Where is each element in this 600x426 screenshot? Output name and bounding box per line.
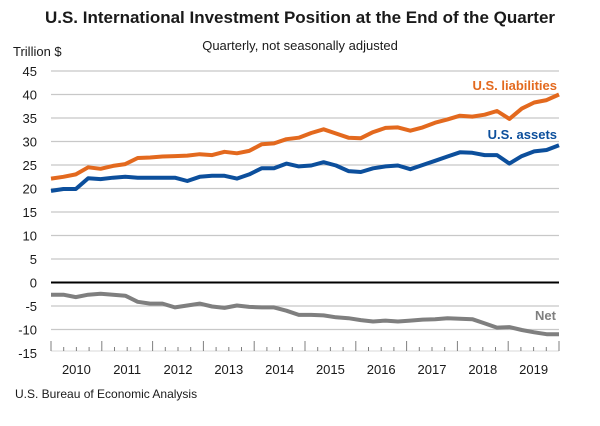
gridlines — [51, 70, 559, 331]
assets-label: U.S. assets — [488, 127, 557, 142]
y-tick-label: 20 — [23, 182, 37, 197]
net-line — [51, 291, 559, 337]
y-tick-label: 40 — [23, 88, 37, 103]
x-tick-label: 2015 — [316, 362, 345, 377]
net-label: Net — [535, 308, 557, 323]
y-tick-label: -10 — [18, 323, 37, 338]
chart-title: U.S. International Investment Position a… — [44, 8, 556, 27]
series-labels: U.S. liabilities U.S. assets Net — [472, 78, 557, 323]
x-tick-label: 2011 — [113, 362, 141, 377]
y-axis-label: Trillion $ — [13, 44, 62, 59]
liabilities-label: U.S. liabilities — [472, 78, 557, 93]
x-tick-label: 2010 — [62, 362, 91, 377]
y-tick-label: -5 — [25, 299, 37, 314]
x-tick-label: 2012 — [164, 362, 193, 377]
x-tick-label: 2016 — [367, 362, 396, 377]
x-tick-label: 2019 — [519, 362, 548, 377]
y-axis-ticks: 45 40 35 30 25 20 15 10 5 0 -5 -10 -15 — [18, 64, 37, 361]
series-lines — [50, 92, 560, 337]
assets-line — [50, 143, 560, 193]
y-tick-label: 25 — [23, 158, 37, 173]
liabilities-line — [50, 92, 560, 181]
y-tick-label: 45 — [23, 64, 37, 79]
y-tick-label: 10 — [23, 229, 37, 244]
x-axis: 2010 2011 2012 2013 2014 2015 2016 2017 2018 2019 — [50, 341, 560, 377]
x-tick-label: 2017 — [418, 362, 447, 377]
y-tick-label: 35 — [23, 111, 37, 126]
y-tick-label: 0 — [30, 276, 37, 291]
source-note: U.S. Bureau of Economic Analysis — [15, 387, 198, 401]
y-tick-label: 30 — [23, 135, 37, 150]
y-tick-label: -15 — [18, 346, 37, 361]
x-tick-label: 2014 — [265, 362, 294, 377]
chart-subtitle: Quarterly, not seasonally adjusted — [202, 38, 398, 53]
y-tick-label: 15 — [23, 205, 37, 220]
x-tick-label: 2013 — [214, 362, 243, 377]
x-tick-label: 2018 — [468, 362, 497, 377]
y-tick-label: 5 — [30, 252, 37, 267]
